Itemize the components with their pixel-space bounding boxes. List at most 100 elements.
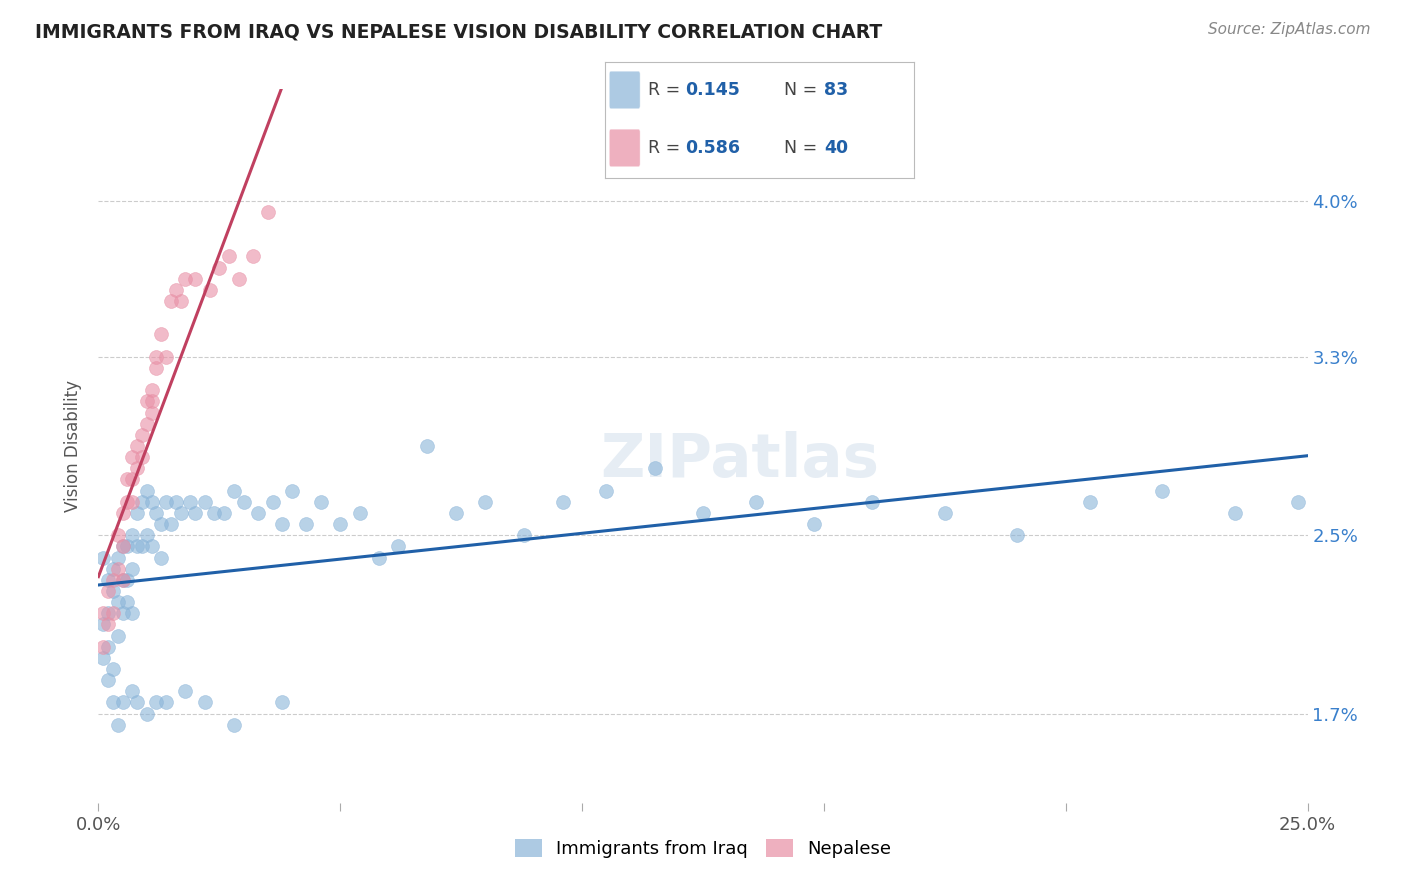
Point xyxy=(101,662,124,676)
Point xyxy=(97,617,120,632)
Point xyxy=(111,607,134,621)
Point xyxy=(127,506,149,520)
Point xyxy=(150,516,173,531)
Point xyxy=(107,562,129,576)
Point xyxy=(97,640,120,654)
Text: 0.586: 0.586 xyxy=(685,139,740,157)
Point xyxy=(145,695,167,709)
Point xyxy=(387,539,409,553)
Point xyxy=(204,506,226,520)
Point xyxy=(174,684,197,698)
Point xyxy=(169,293,191,308)
Point xyxy=(121,684,143,698)
Point xyxy=(644,461,666,475)
Point xyxy=(135,483,157,498)
Point xyxy=(131,494,153,508)
Point xyxy=(174,271,197,285)
Point xyxy=(160,293,183,308)
Point xyxy=(91,651,114,665)
Point xyxy=(256,204,278,219)
Text: N =: N = xyxy=(785,139,823,157)
Text: R =: R = xyxy=(648,81,686,99)
Point xyxy=(121,494,143,508)
Text: 40: 40 xyxy=(824,139,848,157)
Text: 83: 83 xyxy=(824,81,848,99)
Point xyxy=(111,573,134,587)
Text: R =: R = xyxy=(648,139,686,157)
Point xyxy=(165,283,187,297)
Point xyxy=(155,695,177,709)
Point xyxy=(107,628,129,642)
Point xyxy=(860,494,883,508)
Point xyxy=(117,494,139,508)
Point xyxy=(692,506,714,520)
Point xyxy=(121,607,143,621)
Point xyxy=(416,439,439,453)
Point xyxy=(111,573,134,587)
Point xyxy=(145,506,167,520)
Point xyxy=(135,417,157,431)
Point xyxy=(595,483,617,498)
Point xyxy=(127,461,149,475)
Point xyxy=(117,573,139,587)
Point xyxy=(97,607,120,621)
Point xyxy=(184,271,207,285)
Point xyxy=(271,695,294,709)
Point xyxy=(121,450,143,464)
Point xyxy=(474,494,496,508)
Point xyxy=(97,573,120,587)
Point xyxy=(551,494,574,508)
Point xyxy=(111,695,134,709)
Point xyxy=(242,249,264,264)
Point xyxy=(218,249,240,264)
Point xyxy=(111,539,134,553)
Point xyxy=(141,405,163,419)
Point xyxy=(141,494,163,508)
Point xyxy=(127,439,149,453)
Point xyxy=(131,428,153,442)
Point xyxy=(117,539,139,553)
Point xyxy=(198,283,221,297)
Point xyxy=(295,516,318,531)
Point xyxy=(135,706,157,721)
Point xyxy=(117,595,139,609)
Point xyxy=(101,573,124,587)
Point xyxy=(121,528,143,542)
Point xyxy=(141,394,163,409)
Point xyxy=(184,506,207,520)
Point xyxy=(101,607,124,621)
Point xyxy=(281,483,304,498)
Point xyxy=(262,494,284,508)
Point xyxy=(194,494,217,508)
Point xyxy=(141,539,163,553)
FancyBboxPatch shape xyxy=(609,129,640,167)
Point xyxy=(179,494,201,508)
Point xyxy=(117,472,139,486)
Point xyxy=(131,450,153,464)
Point xyxy=(160,516,183,531)
Point xyxy=(222,717,245,731)
Point xyxy=(208,260,231,275)
Point xyxy=(97,583,120,598)
Point xyxy=(135,528,157,542)
Point xyxy=(194,695,217,709)
FancyBboxPatch shape xyxy=(609,71,640,109)
Point xyxy=(101,695,124,709)
Point xyxy=(150,550,173,565)
Point xyxy=(446,506,468,520)
Point xyxy=(165,494,187,508)
Point xyxy=(145,350,167,364)
Point xyxy=(145,360,167,375)
Point xyxy=(155,494,177,508)
Point xyxy=(169,506,191,520)
Point xyxy=(101,562,124,576)
Point xyxy=(309,494,332,508)
Text: 0.145: 0.145 xyxy=(685,81,740,99)
Point xyxy=(111,539,134,553)
Text: Source: ZipAtlas.com: Source: ZipAtlas.com xyxy=(1208,22,1371,37)
Point xyxy=(329,516,352,531)
Point xyxy=(271,516,294,531)
Point xyxy=(127,539,149,553)
Point xyxy=(155,350,177,364)
Point xyxy=(91,550,114,565)
